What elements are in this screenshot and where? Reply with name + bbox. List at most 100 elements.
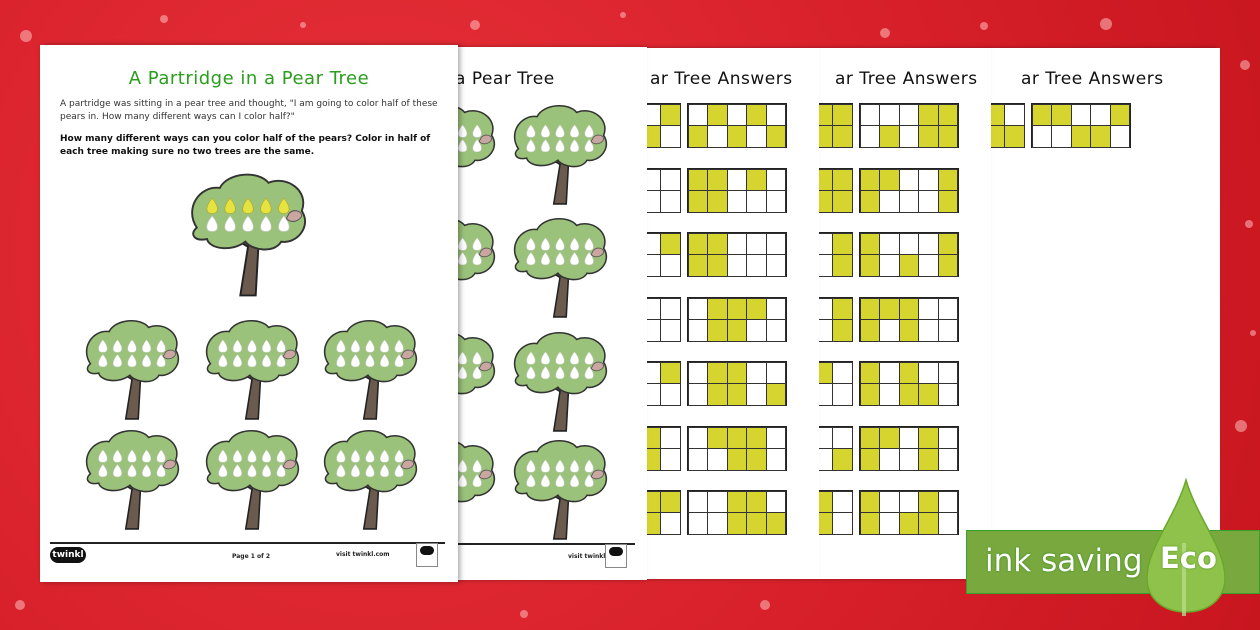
cell-colored (707, 168, 728, 191)
cell-colored (937, 232, 959, 255)
cell-colored (746, 490, 767, 513)
cell-colored (726, 297, 748, 320)
cell-empty (765, 190, 787, 213)
pear-tree-to-color[interactable] (80, 427, 184, 531)
snow-dot (20, 30, 32, 42)
pear-tree-to-color[interactable] (508, 437, 612, 541)
eco-badge-label: Eco (1160, 541, 1217, 575)
cell-colored (687, 232, 709, 255)
cell-colored (707, 361, 728, 384)
cell-empty (937, 383, 959, 406)
pear-tree-to-color[interactable] (458, 215, 500, 319)
cell-colored (726, 426, 748, 449)
question-text: How many different ways can you color ha… (60, 134, 431, 157)
pear-tree-example-icon (184, 169, 312, 299)
cell-colored (746, 297, 767, 320)
pear-tree-to-color[interactable] (458, 437, 500, 541)
cell-empty (898, 125, 920, 148)
answer-grid-partial (647, 103, 682, 148)
answer-grid-partial (647, 361, 682, 406)
cell-empty (647, 297, 662, 320)
cell-empty (898, 426, 920, 449)
cell-empty (707, 448, 728, 471)
page-title: ar Tree Answers (1021, 69, 1164, 89)
cell-empty (879, 254, 900, 277)
cell-colored (726, 512, 748, 535)
pear-tree-to-color[interactable] (508, 102, 612, 206)
cell-colored (937, 190, 959, 213)
cell-colored (1070, 125, 1092, 148)
cell-colored (707, 297, 728, 320)
pear-tree-to-color[interactable] (318, 317, 422, 421)
cell-colored (937, 254, 959, 277)
cell-empty (660, 254, 681, 277)
cell-colored (832, 125, 853, 148)
pear-tree-to-color[interactable] (508, 329, 612, 433)
page-title: a Pear Tree (458, 69, 555, 89)
pear-tree-to-color[interactable] (458, 102, 500, 206)
cell-colored (832, 297, 853, 320)
answer-grid (859, 103, 959, 148)
cell-colored (647, 490, 662, 513)
cell-empty (819, 383, 834, 406)
cell-colored (991, 103, 1006, 126)
cell-colored (687, 254, 709, 277)
cell-colored (918, 125, 939, 148)
cell-empty (1004, 103, 1025, 126)
cell-empty (832, 361, 853, 384)
cell-empty (918, 297, 939, 320)
pear-tree-to-color[interactable] (200, 317, 304, 421)
pear-tree-to-color[interactable] (458, 329, 500, 433)
footer-site: visit twinkl.com (568, 553, 622, 560)
snow-dot (1100, 18, 1112, 30)
cell-empty (765, 319, 787, 342)
cell-colored (647, 125, 662, 148)
cell-empty (726, 103, 748, 126)
pear-tree-to-color[interactable] (318, 427, 422, 531)
cell-colored (1031, 103, 1053, 126)
cell-empty (918, 254, 939, 277)
cell-colored (819, 103, 834, 126)
cell-empty (898, 490, 920, 513)
cell-empty (1109, 125, 1131, 148)
cell-colored (707, 232, 728, 255)
intro-text: A partridge was sitting in a pear tree a… (60, 99, 438, 122)
cell-colored (726, 361, 748, 384)
cell-colored (746, 448, 767, 471)
answer-grid-partial (647, 297, 682, 342)
cell-empty (832, 383, 853, 406)
pear-tree-to-color[interactable] (508, 215, 612, 319)
cell-colored (879, 168, 900, 191)
cell-colored (879, 297, 900, 320)
cell-colored (937, 168, 959, 191)
cell-colored (660, 361, 681, 384)
answer-grid-partial (819, 168, 854, 213)
cell-empty (660, 319, 681, 342)
snow-dot (1240, 60, 1250, 70)
cell-empty (660, 448, 681, 471)
answer-grid (859, 297, 959, 342)
cell-colored (937, 125, 959, 148)
cell-colored (832, 103, 853, 126)
cell-empty (647, 319, 662, 342)
page-title: A Partridge in a Pear Tree (128, 68, 370, 89)
answer-grid-partial (819, 232, 854, 277)
cell-empty (707, 490, 728, 513)
cell-colored (660, 103, 681, 126)
answer-grid-partial (819, 297, 854, 342)
cell-colored (879, 426, 900, 449)
cell-colored (647, 426, 662, 449)
cell-empty (898, 232, 920, 255)
footer-divider (50, 542, 445, 544)
eco-banner-label: ink saving (985, 543, 1143, 579)
cell-colored (1109, 103, 1131, 126)
cell-empty (1090, 103, 1111, 126)
cell-colored (647, 448, 662, 471)
answer-grid-partial (819, 361, 854, 406)
pear-tree-to-color[interactable] (80, 317, 184, 421)
cell-empty (765, 254, 787, 277)
answer-grid (859, 490, 959, 535)
cell-colored (746, 426, 767, 449)
pear-tree-to-color[interactable] (200, 427, 304, 531)
cell-colored (1004, 125, 1025, 148)
